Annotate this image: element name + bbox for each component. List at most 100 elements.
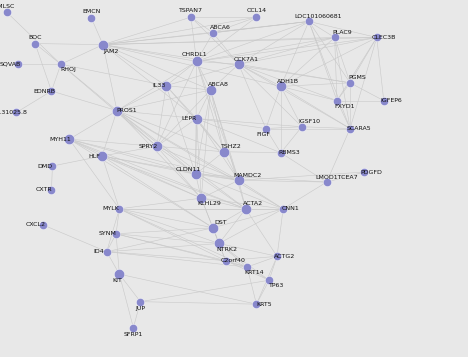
Text: DMD: DMD (37, 164, 52, 169)
Point (162, 83, 170, 89)
Text: C2orf40: C2orf40 (220, 258, 246, 263)
Point (331, 35, 338, 40)
Text: SFRP1: SFRP1 (124, 332, 143, 337)
Point (222, 258, 229, 263)
Text: FIGF: FIGF (256, 132, 271, 137)
Point (235, 61, 242, 67)
Text: MYH11: MYH11 (49, 137, 71, 142)
Point (197, 195, 205, 201)
Point (103, 249, 110, 255)
Text: ACTG2: ACTG2 (274, 254, 295, 259)
Point (112, 231, 120, 237)
Point (137, 299, 144, 305)
Text: AMLSC: AMLSC (0, 4, 15, 9)
Point (253, 301, 260, 307)
Point (193, 116, 200, 121)
Text: MAMDC2: MAMDC2 (233, 173, 261, 178)
Point (209, 225, 217, 231)
Point (130, 325, 137, 331)
Point (48, 187, 55, 193)
Point (57, 61, 65, 67)
Text: ABCA8: ABCA8 (208, 82, 228, 87)
Text: KLHL29: KLHL29 (197, 201, 222, 206)
Point (88, 15, 95, 21)
Point (273, 253, 281, 259)
Text: CCL14: CCL14 (246, 8, 267, 13)
Text: IL33: IL33 (152, 83, 165, 88)
Point (279, 206, 287, 212)
Point (66, 136, 73, 142)
Text: AC131025.8: AC131025.8 (0, 110, 28, 115)
Point (192, 171, 199, 177)
Text: IGSF10: IGSF10 (298, 119, 321, 124)
Text: CXTR: CXTR (36, 187, 52, 192)
Point (253, 14, 260, 20)
Point (193, 59, 200, 64)
Point (346, 126, 354, 131)
Point (39, 222, 47, 228)
Text: TP63: TP63 (269, 283, 284, 288)
Point (153, 144, 161, 149)
Text: SPRY2: SPRY2 (139, 144, 158, 149)
Point (373, 35, 380, 40)
Text: MYLK: MYLK (102, 206, 119, 211)
Text: FXYD1: FXYD1 (334, 104, 355, 109)
Point (262, 126, 270, 131)
Point (99, 42, 107, 47)
Text: BOC: BOC (29, 35, 42, 40)
Text: TSPAN7: TSPAN7 (179, 8, 203, 13)
Point (277, 84, 285, 89)
Point (215, 241, 223, 246)
Text: LEPR: LEPR (182, 116, 197, 121)
Text: KIT: KIT (112, 278, 122, 283)
Text: SQVAB: SQVAB (0, 62, 21, 67)
Text: KRT5: KRT5 (256, 302, 272, 307)
Point (243, 264, 251, 270)
Text: CHRDL1: CHRDL1 (182, 52, 207, 57)
Text: SCARA5: SCARA5 (346, 126, 371, 131)
Point (187, 14, 195, 20)
Point (31, 41, 39, 46)
Point (98, 153, 106, 159)
Point (220, 149, 227, 155)
Text: PROS1: PROS1 (116, 108, 137, 113)
Text: CXCL2: CXCL2 (26, 222, 45, 227)
Text: ADH1B: ADH1B (277, 79, 300, 84)
Text: CLDN11: CLDN11 (176, 167, 201, 172)
Text: SYNM: SYNM (99, 231, 117, 236)
Text: CCK7A1: CCK7A1 (234, 57, 259, 62)
Point (48, 88, 55, 94)
Point (14, 61, 22, 67)
Text: NTRK2: NTRK2 (216, 247, 237, 252)
Point (242, 206, 249, 212)
Text: ABCA6: ABCA6 (210, 25, 231, 30)
Text: DST: DST (214, 220, 227, 225)
Text: HLF: HLF (88, 154, 101, 159)
Point (298, 124, 306, 130)
Text: JUP: JUP (135, 306, 146, 311)
Point (360, 169, 368, 175)
Point (235, 177, 242, 183)
Point (333, 98, 341, 104)
Point (380, 98, 388, 104)
Text: ID4: ID4 (94, 249, 104, 254)
Text: CLEC3B: CLEC3B (372, 35, 396, 40)
Point (346, 80, 354, 86)
Point (3, 10, 11, 15)
Point (49, 163, 56, 169)
Text: TSHZ2: TSHZ2 (221, 144, 241, 149)
Point (277, 150, 285, 156)
Point (323, 179, 330, 185)
Point (13, 110, 20, 115)
Text: LMOD1TCEA7: LMOD1TCEA7 (315, 175, 358, 180)
Text: IGFEP6: IGFEP6 (380, 98, 402, 103)
Text: PGMS: PGMS (349, 75, 366, 80)
Point (116, 206, 123, 212)
Text: PLAC9: PLAC9 (332, 30, 352, 35)
Text: CNN1: CNN1 (282, 206, 300, 211)
Text: RHOJ: RHOJ (60, 67, 76, 72)
Point (116, 271, 123, 277)
Text: PDGFD: PDGFD (361, 170, 382, 175)
Text: JAM2: JAM2 (104, 49, 119, 54)
Text: LOC101060681: LOC101060681 (294, 14, 342, 19)
